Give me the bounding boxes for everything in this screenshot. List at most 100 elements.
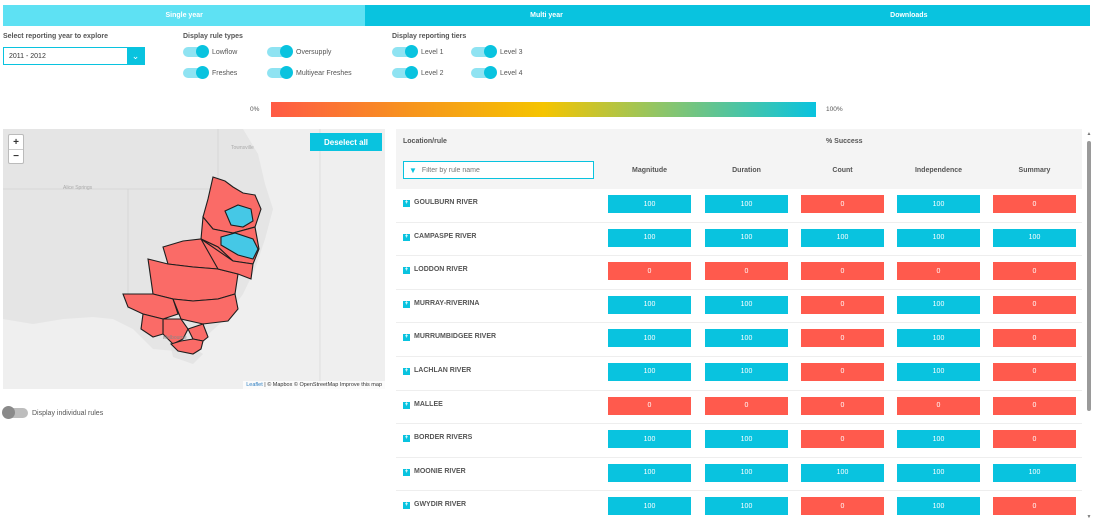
year-select[interactable]: 2011 - 2012 ⌄ [3,47,145,65]
expand-icon[interactable]: + [403,267,410,275]
chevron-down-icon[interactable]: ⌄ [127,48,144,64]
success-cell[interactable]: 100 [993,228,1076,247]
expand-icon[interactable]: + [403,401,410,409]
success-cell[interactable]: 100 [897,295,980,314]
tab-downloads[interactable]: Downloads [890,12,928,19]
toggle-switch[interactable] [471,45,497,58]
success-cell[interactable]: 100 [705,295,788,314]
toggle-multiyear-freshes[interactable]: Multiyear Freshes [267,66,352,79]
toggle-switch[interactable] [2,406,28,419]
success-cell[interactable]: 100 [705,430,788,449]
success-cell[interactable]: 100 [608,362,691,381]
success-cell[interactable]: 100 [608,430,691,449]
success-cell[interactable]: 100 [897,463,980,482]
zoom-in-button[interactable]: + [13,136,19,148]
success-cell[interactable]: 100 [897,228,980,247]
toggle-level-3[interactable]: Level 3 [471,45,523,58]
table-row[interactable]: + GWYDIR RIVER 100 100 0 100 0 [396,491,1082,524]
toggle-switch[interactable] [392,45,418,58]
table-row[interactable]: + MURRUMBIDGEE RIVER 100 100 0 100 0 [396,323,1082,357]
success-cell[interactable]: 100 [608,228,691,247]
deselect-all-button[interactable]: Deselect all [310,133,382,151]
tab-single-year[interactable]: Single year [3,5,366,26]
tab-multi-year[interactable]: Multi year [530,12,563,19]
map-canvas[interactable]: Townsville Alice Springs Melbourne [3,129,385,389]
success-cell[interactable]: 100 [897,329,980,348]
expand-icon[interactable]: + [403,367,410,375]
toggle-switch[interactable] [392,66,418,79]
toggle-switch[interactable] [267,66,293,79]
toggle-switch[interactable] [471,66,497,79]
success-cell[interactable]: 100 [993,463,1076,482]
table-row[interactable]: + GOULBURN RIVER 100 100 0 100 0 [396,189,1082,223]
success-cell[interactable]: 100 [705,195,788,213]
success-cell[interactable]: 0 [801,362,884,381]
success-cell[interactable]: 0 [608,262,691,281]
success-cell[interactable]: 0 [897,396,980,415]
scroll-down-icon[interactable]: ▼ [1086,514,1092,520]
success-cell[interactable]: 0 [993,497,1076,516]
table-row[interactable]: + MALLEE 0 0 0 0 0 [396,391,1082,425]
success-cell[interactable]: 0 [993,362,1076,381]
rule-filter[interactable]: ▼ [403,161,594,179]
expand-icon[interactable]: + [403,334,410,342]
success-cell[interactable]: 100 [897,497,980,516]
success-cell[interactable]: 100 [608,329,691,348]
success-cell[interactable]: 0 [801,430,884,449]
toggle-level-2[interactable]: Level 2 [392,66,444,79]
table-row[interactable]: + BORDER RIVERS 100 100 0 100 0 [396,424,1082,458]
toggle-switch[interactable] [267,45,293,58]
expand-icon[interactable]: + [403,233,410,241]
toggle-level-1[interactable]: Level 1 [392,45,444,58]
table-row[interactable]: + MOONIE RIVER 100 100 100 100 100 [396,458,1082,492]
table-row[interactable]: + LODDON RIVER 0 0 0 0 0 [396,256,1082,290]
success-cell[interactable]: 0 [993,262,1076,281]
toggle-switch[interactable] [183,66,209,79]
expand-icon[interactable]: + [403,200,410,207]
scroll-thumb[interactable] [1087,141,1091,411]
success-cell[interactable]: 100 [608,295,691,314]
success-cell[interactable]: 0 [993,195,1076,213]
table-scrollbar[interactable]: ▲ ▼ [1085,129,1093,524]
scroll-up-icon[interactable]: ▲ [1086,131,1092,137]
success-cell[interactable]: 0 [897,262,980,281]
success-cell[interactable]: 0 [608,396,691,415]
success-cell[interactable]: 0 [801,396,884,415]
success-cell[interactable]: 0 [801,329,884,348]
success-cell[interactable]: 100 [608,195,691,213]
success-cell[interactable]: 100 [705,497,788,516]
expand-icon[interactable]: + [403,435,410,443]
success-cell[interactable]: 100 [608,463,691,482]
success-cell[interactable]: 0 [993,295,1076,314]
success-cell[interactable]: 0 [801,295,884,314]
toggle-freshes[interactable]: Freshes [183,66,237,79]
success-cell[interactable]: 100 [897,195,980,213]
map-panel[interactable]: Townsville Alice Springs Melbourne + − D… [3,129,385,389]
success-cell[interactable]: 0 [993,396,1076,415]
toggle-level-4[interactable]: Level 4 [471,66,523,79]
success-cell[interactable]: 100 [608,497,691,516]
success-cell[interactable]: 100 [705,362,788,381]
rule-filter-input[interactable] [421,166,582,174]
table-row[interactable]: + CAMPASPE RIVER 100 100 100 100 100 [396,223,1082,257]
toggle-oversupply[interactable]: Oversupply [267,45,331,58]
success-cell[interactable]: 100 [705,463,788,482]
toggle-lowflow[interactable]: Lowflow [183,45,237,58]
success-cell[interactable]: 0 [801,262,884,281]
table-row[interactable]: + LACHLAN RIVER 100 100 0 100 0 [396,357,1082,391]
success-cell[interactable]: 0 [801,497,884,516]
success-cell[interactable]: 100 [897,430,980,449]
success-cell[interactable]: 0 [705,396,788,415]
success-cell[interactable]: 100 [801,228,884,247]
expand-icon[interactable]: + [403,300,410,308]
table-row[interactable]: + MURRAY-RIVERINA 100 100 0 100 0 [396,290,1082,324]
success-cell[interactable]: 0 [993,430,1076,449]
success-cell[interactable]: 0 [705,262,788,281]
success-cell[interactable]: 100 [705,228,788,247]
success-cell[interactable]: 100 [705,329,788,348]
leaflet-link[interactable]: Leaflet [246,382,263,388]
success-cell[interactable]: 100 [897,362,980,381]
success-cell[interactable]: 100 [801,463,884,482]
toggle-display-individual-rules[interactable]: Display individual rules [2,406,103,419]
zoom-out-button[interactable]: − [9,149,23,163]
